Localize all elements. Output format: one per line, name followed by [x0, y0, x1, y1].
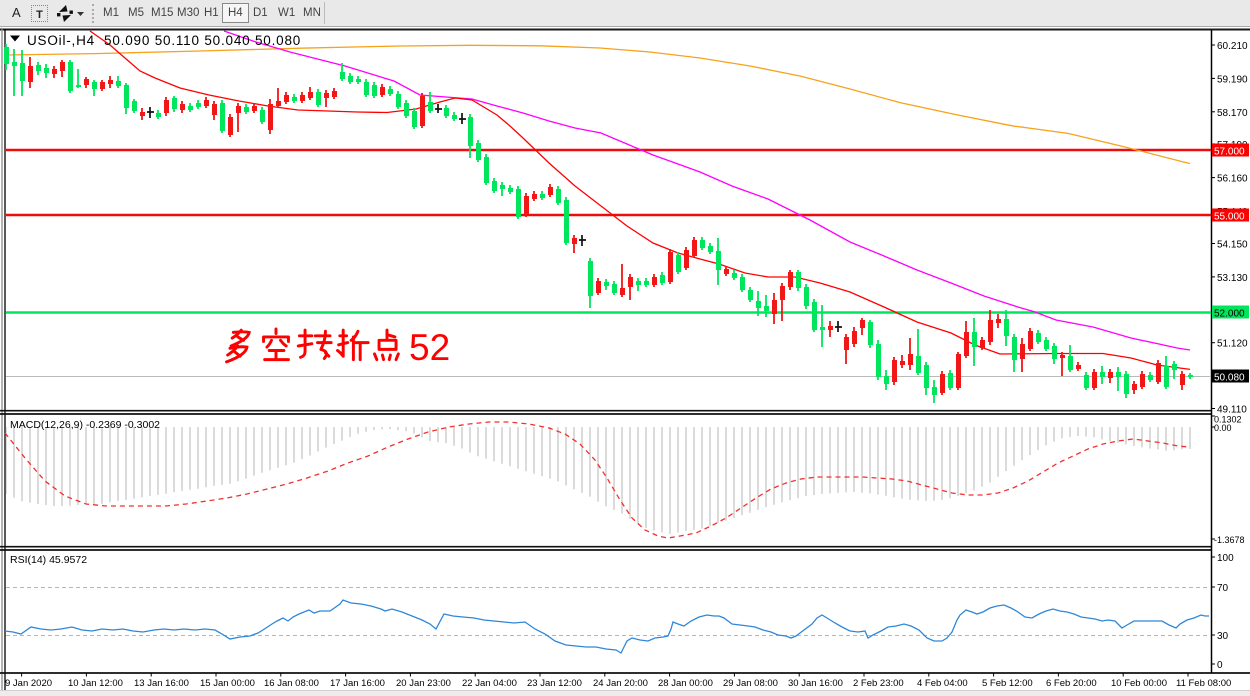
- svg-text:11 Feb 08:00: 11 Feb 08:00: [1176, 678, 1231, 689]
- svg-text:MACD(12,26,9) -0.2369 -0.3002: MACD(12,26,9) -0.2369 -0.3002: [10, 419, 160, 431]
- svg-text:17 Jan 16:00: 17 Jan 16:00: [330, 678, 385, 689]
- svg-text:22 Jan 04:00: 22 Jan 04:00: [462, 678, 517, 689]
- svg-text:30 Jan 16:00: 30 Jan 16:00: [788, 678, 843, 689]
- svg-text:0: 0: [1217, 660, 1223, 671]
- svg-text:30: 30: [1217, 631, 1229, 642]
- svg-text:USOil-,H4 50.090 50.110 50.04: USOil-,H4 50.090 50.110 50.040 50.080: [27, 33, 301, 48]
- svg-text:100: 100: [1217, 553, 1234, 564]
- svg-text:50.080: 50.080: [1214, 373, 1245, 384]
- svg-text:52: 52: [409, 327, 450, 368]
- svg-text:59.190: 59.190: [1217, 74, 1248, 85]
- svg-text:15 Jan 00:00: 15 Jan 00:00: [200, 678, 255, 689]
- svg-text:57.000: 57.000: [1214, 147, 1245, 158]
- svg-text:53.130: 53.130: [1217, 273, 1248, 284]
- svg-text:13 Jan 16:00: 13 Jan 16:00: [134, 678, 189, 689]
- svg-text:9 Jan 2020: 9 Jan 2020: [5, 678, 52, 689]
- svg-text:52.000: 52.000: [1214, 309, 1245, 320]
- svg-text:-1.3678: -1.3678: [1214, 535, 1245, 545]
- svg-text:51.120: 51.120: [1217, 339, 1248, 350]
- svg-text:4 Feb 04:00: 4 Feb 04:00: [917, 678, 968, 689]
- svg-text:24 Jan 20:00: 24 Jan 20:00: [593, 678, 648, 689]
- svg-text:55.000: 55.000: [1214, 212, 1245, 223]
- svg-text:49.110: 49.110: [1217, 405, 1247, 416]
- svg-text:RSI(14) 45.9572: RSI(14) 45.9572: [10, 554, 87, 566]
- svg-text:58.170: 58.170: [1217, 108, 1248, 119]
- svg-text:16 Jan 08:00: 16 Jan 08:00: [264, 678, 319, 689]
- svg-text:28 Jan 00:00: 28 Jan 00:00: [658, 678, 713, 689]
- svg-text:6 Feb 20:00: 6 Feb 20:00: [1046, 678, 1097, 689]
- svg-text:54.150: 54.150: [1217, 240, 1248, 251]
- svg-text:2 Feb 23:00: 2 Feb 23:00: [853, 678, 904, 689]
- svg-text:10 Feb 00:00: 10 Feb 00:00: [1111, 678, 1167, 689]
- svg-text:56.160: 56.160: [1217, 174, 1248, 185]
- svg-text:20 Jan 23:00: 20 Jan 23:00: [396, 678, 451, 689]
- svg-text:23 Jan 12:00: 23 Jan 12:00: [527, 678, 582, 689]
- svg-text:29 Jan 08:00: 29 Jan 08:00: [723, 678, 778, 689]
- svg-text:70: 70: [1217, 583, 1229, 594]
- svg-text:5 Feb 12:00: 5 Feb 12:00: [982, 678, 1033, 689]
- svg-text:0.1302: 0.1302: [1214, 415, 1242, 425]
- svg-text:10 Jan 12:00: 10 Jan 12:00: [68, 678, 123, 689]
- svg-text:0.00: 0.00: [1214, 423, 1232, 433]
- svg-text:60.210: 60.210: [1217, 41, 1248, 52]
